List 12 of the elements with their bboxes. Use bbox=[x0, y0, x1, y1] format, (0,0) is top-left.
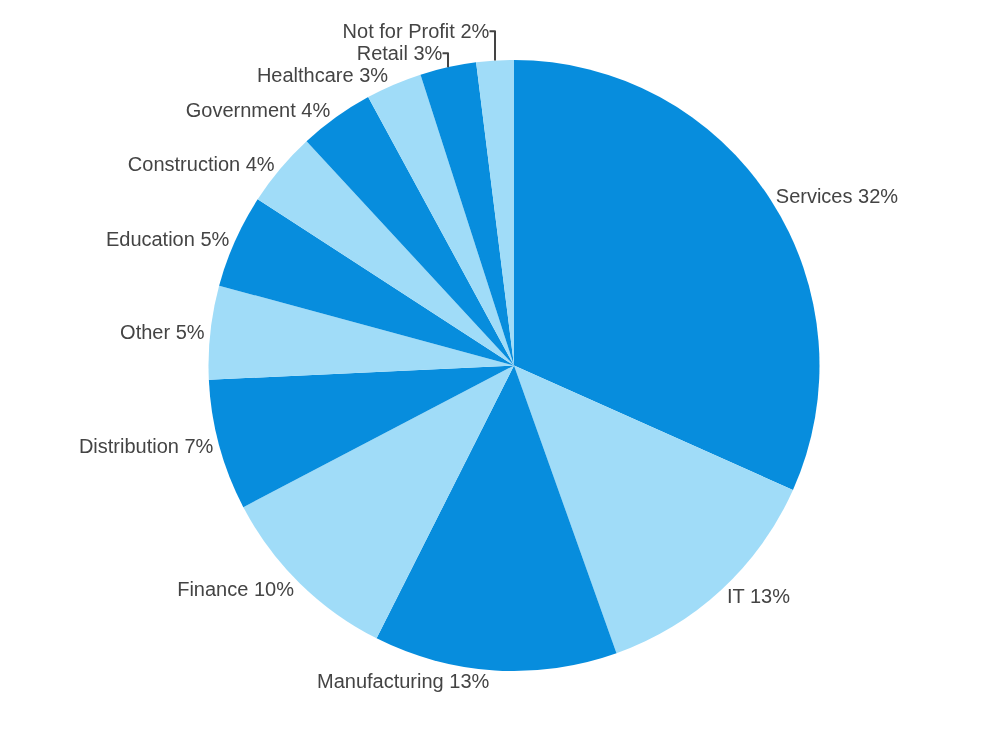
slice-label: Other 5% bbox=[120, 321, 205, 344]
slice-label: Manufacturing 13% bbox=[316, 670, 490, 693]
slice-label: Not for Profit 2% bbox=[342, 20, 490, 43]
slice-label: Finance 10% bbox=[177, 577, 295, 600]
slice-label: IT 13% bbox=[726, 584, 791, 607]
slice-label: Healthcare 3% bbox=[256, 64, 389, 87]
slice-label: Services 32% bbox=[775, 184, 899, 207]
slice-label: Government 4% bbox=[185, 98, 331, 121]
slice-label: Education 5% bbox=[105, 228, 230, 251]
slice-label: Distribution 7% bbox=[78, 435, 214, 458]
slice-label: Retail 3% bbox=[356, 42, 443, 65]
slice-label: Construction 4% bbox=[127, 153, 275, 176]
